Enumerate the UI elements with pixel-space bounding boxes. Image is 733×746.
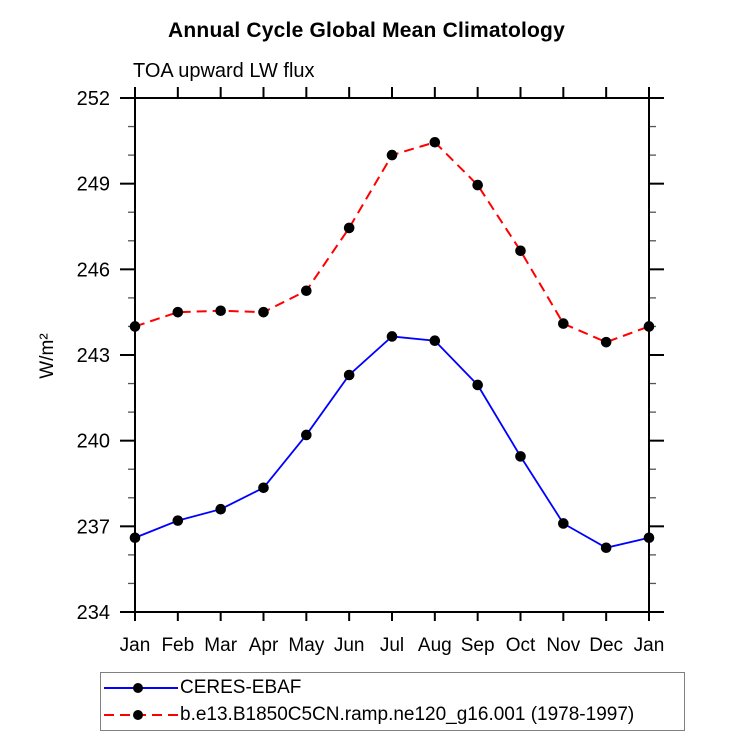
x-tick-label: Nov [546, 635, 580, 656]
y-tick-label: 234 [77, 602, 110, 624]
x-tick-label: Apr [249, 635, 279, 656]
data-point-marker [258, 306, 269, 318]
data-point-marker [343, 222, 355, 234]
x-tick-label: Aug [418, 635, 452, 656]
legend-sample-solid-line-icon [104, 683, 178, 694]
y-tick-label: 240 [77, 431, 110, 453]
x-tick-label: May [288, 635, 324, 656]
x-tick-label: Feb [161, 635, 194, 656]
data-point-marker [301, 285, 312, 297]
x-tick-label: Oct [506, 635, 536, 656]
x-tick-label: Mar [204, 635, 237, 656]
data-point-marker [643, 532, 655, 544]
data-point-marker [129, 321, 141, 332]
x-tick-label: Dec [589, 635, 623, 656]
legend-marker-sample [133, 683, 143, 694]
legend-item-model: b.e13.B1850C5CN.ramp.ne120_g16.001 (1978… [104, 702, 684, 728]
data-point-marker [558, 518, 569, 529]
data-point-marker [515, 451, 526, 462]
data-point-marker [215, 503, 226, 515]
legend-marker-sample [133, 709, 143, 720]
y-tick-label: 246 [77, 259, 110, 281]
data-point-marker [429, 335, 441, 347]
data-point-marker [472, 379, 483, 391]
data-point-marker [600, 542, 612, 554]
chart-title: Annual Cycle Global Mean Climatology [168, 19, 565, 42]
data-point-marker [386, 331, 398, 342]
legend-label-ceres: CERES-EBAF [180, 677, 302, 699]
y-tick-label: 237 [77, 516, 110, 538]
series-line-ceres [134, 335, 650, 549]
legend-item-ceres: CERES-EBAF [104, 675, 684, 701]
legend-label-model: b.e13.B1850C5CN.ramp.ne120_g16.001 (1978… [180, 703, 635, 725]
y-tick-label: 243 [77, 345, 110, 367]
data-point-marker [429, 136, 441, 148]
data-point-marker [343, 369, 355, 381]
x-tick-label: Jul [380, 635, 404, 656]
y-tick-label: 249 [77, 174, 110, 196]
data-point-marker [515, 245, 526, 257]
data-point-marker [558, 318, 569, 329]
x-tick-label: Jan [634, 635, 665, 656]
data-point-marker [258, 482, 269, 494]
data-point-marker [172, 515, 184, 526]
data-point-marker [301, 429, 312, 441]
x-tick-label: Sep [461, 635, 495, 656]
data-point-marker [600, 336, 612, 348]
legend: CERES-EBAF b.e13.B1850C5CN.ramp.ne120_g1… [100, 672, 685, 731]
plot-area: 234 237 240 243 246 249 252 Jan Feb Mar Apr May Jun J… [77, 87, 665, 656]
x-tick-label: Jan [120, 635, 151, 656]
data-point-marker [129, 532, 141, 544]
legend-sample-dashed-line-icon [104, 709, 178, 720]
y-tick-label: 252 [77, 88, 110, 110]
x-tick-label: Jun [334, 635, 365, 656]
chart-subtitle: TOA upward LW flux [133, 60, 315, 82]
data-point-marker [472, 179, 483, 191]
data-point-marker [386, 149, 398, 161]
data-point-marker [215, 305, 226, 317]
data-point-marker [172, 306, 184, 318]
series-line-model [134, 141, 650, 344]
data-point-marker [643, 321, 655, 332]
plot-frame [134, 97, 650, 613]
